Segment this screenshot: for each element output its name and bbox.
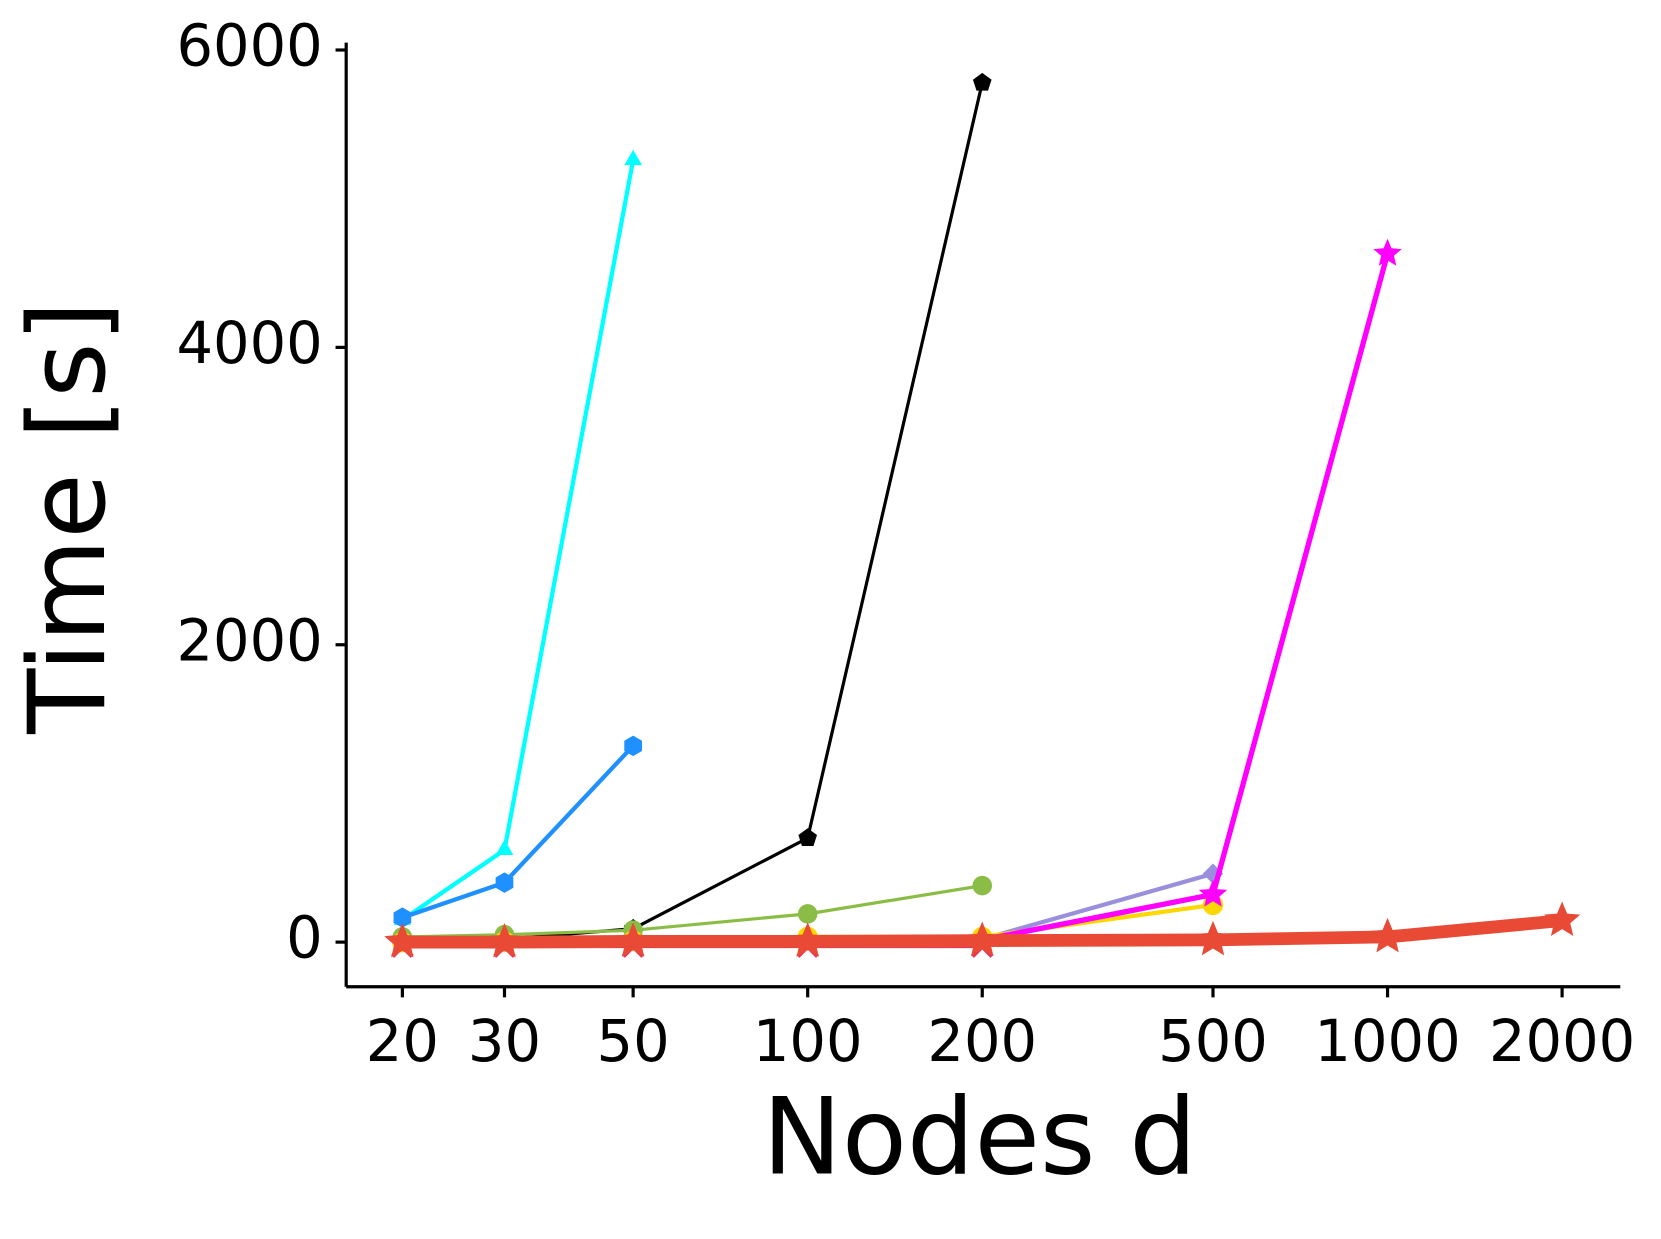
marker xyxy=(384,923,421,958)
marker xyxy=(486,923,523,958)
marker xyxy=(495,839,514,856)
series-line xyxy=(401,159,636,922)
marker xyxy=(1543,901,1581,936)
x-tick-label: 30 xyxy=(468,1008,541,1075)
marker xyxy=(624,149,642,166)
x-tick-label: 2000 xyxy=(1489,1008,1635,1075)
marker xyxy=(1198,879,1228,907)
x-axis-label: Nodes d xyxy=(762,1076,1197,1200)
x-tick-label: 200 xyxy=(927,1008,1037,1075)
y-tick-label: 2000 xyxy=(176,607,322,674)
y-tick-label: 4000 xyxy=(176,310,322,377)
marker xyxy=(964,921,1001,957)
marker xyxy=(798,828,817,846)
y-tick-label: 6000 xyxy=(176,13,322,80)
series-line xyxy=(402,914,1563,949)
marker xyxy=(1194,920,1232,956)
marker xyxy=(393,907,412,928)
x-tick-label: 500 xyxy=(1158,1008,1268,1075)
series-line xyxy=(402,82,984,944)
marker xyxy=(624,735,642,757)
marker xyxy=(789,922,826,957)
marker xyxy=(972,72,992,91)
marker xyxy=(797,904,818,924)
series-line xyxy=(402,884,983,939)
marker xyxy=(614,922,652,957)
y-tick-label: 0 xyxy=(286,905,323,972)
y-axis-label: Time [s] xyxy=(6,301,130,735)
x-tick-label: 1000 xyxy=(1314,1008,1460,1075)
marker xyxy=(972,875,993,896)
marker xyxy=(495,872,514,893)
x-tick-label: 50 xyxy=(597,1008,670,1075)
marker xyxy=(1369,917,1406,953)
marker xyxy=(1373,238,1402,266)
x-tick-label: 100 xyxy=(753,1008,863,1075)
x-tick-label: 20 xyxy=(366,1008,439,1075)
